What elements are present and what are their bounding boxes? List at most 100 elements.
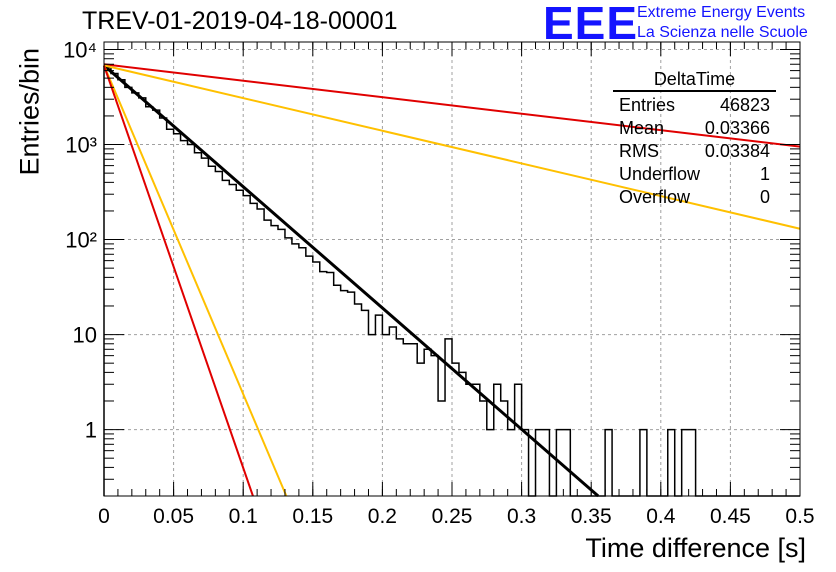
histogram-bin (522, 430, 529, 496)
x-tick-label: 0.35 (571, 505, 612, 528)
x-tick-label: 0.25 (432, 505, 473, 528)
stats-label: Underflow (619, 164, 701, 184)
histogram-bin (222, 180, 229, 496)
histogram-bin (424, 349, 431, 496)
histogram-bin (257, 209, 264, 496)
histogram-bin (215, 172, 222, 496)
logo-line-1: Extreme Energy Events (637, 4, 806, 21)
histogram-bin (194, 153, 201, 496)
histogram-bin (341, 291, 348, 496)
stats-value: 1 (759, 164, 770, 184)
histogram-bin (201, 158, 208, 496)
histogram-bin (118, 80, 125, 496)
histogram-bin (299, 248, 306, 496)
stats-row-rms: RMS 0.03384 (613, 140, 776, 163)
histogram-bin (466, 384, 473, 496)
histogram-bin (278, 229, 285, 496)
histogram-bin (459, 372, 466, 496)
histogram-bin (306, 256, 313, 496)
fit-curve (103, 63, 801, 148)
histogram-bin (382, 335, 389, 496)
histogram (103, 66, 800, 497)
x-tick-label: 0.1 (229, 505, 258, 528)
y-tick-label: 10⁴ (63, 38, 97, 63)
histogram-bin (153, 110, 160, 496)
stats-label: Entries (619, 95, 676, 115)
histogram-bin (605, 430, 612, 496)
histogram-bin (536, 430, 543, 496)
histogram-bin (243, 196, 250, 496)
x-axis-label: Time difference [s] (585, 533, 806, 563)
histogram-bin (668, 430, 675, 496)
histogram-bin (362, 310, 369, 496)
histogram-bin (188, 145, 195, 496)
histogram-bin (174, 134, 181, 496)
histogram-bin (348, 292, 355, 496)
x-tick-label: 0.5 (785, 505, 814, 528)
histogram-bin (167, 129, 174, 496)
histogram-bin (403, 344, 410, 496)
histogram-bin (410, 344, 417, 496)
histogram-bin (508, 430, 515, 496)
histogram-bin (125, 87, 132, 496)
x-tick-label: 0.45 (710, 505, 751, 528)
x-tick-label: 0.2 (368, 505, 397, 528)
stats-row-overflow: Overflow 0 (613, 186, 776, 209)
tick-labels: 0 0.05 0.1 0.15 0.2 0.25 0.3 0.35 0.4 0.45 0.51101… (63, 38, 815, 528)
x-tick-label: 0.3 (507, 505, 536, 528)
histogram-bin (431, 356, 438, 496)
histogram-bin (494, 384, 501, 496)
histogram-bin (640, 430, 647, 496)
x-tick-label: 0 (98, 505, 110, 528)
stats-box: DeltaTime Entries 46823 Mean 0.03366 RMS… (613, 68, 776, 209)
histogram-bin (111, 73, 118, 496)
histogram-bin (104, 67, 111, 496)
plot-title: TREV-01-2019-04-18-00001 (82, 7, 398, 35)
histogram-bin (389, 327, 396, 496)
x-tick-label: 0.05 (153, 505, 194, 528)
histogram-bin (334, 285, 341, 496)
stats-value: 46823 (719, 95, 770, 115)
histogram-bin (160, 118, 167, 496)
x-tick-label: 0.4 (646, 505, 676, 528)
stats-value: 0 (759, 187, 770, 207)
y-tick-label: 1 (85, 418, 97, 443)
histogram-bin (563, 430, 570, 496)
stats-row-entries: Entries 46823 (613, 94, 776, 117)
histogram-bin (285, 238, 292, 496)
eee-logo: EEE (543, 0, 639, 49)
stats-row-mean: Mean 0.03366 (613, 117, 776, 140)
histogram-bin (313, 262, 320, 496)
histogram-bin (320, 272, 327, 496)
histogram-bin (355, 304, 362, 496)
fit-curve (103, 65, 288, 497)
y-tick-label: 10² (65, 228, 97, 253)
y-tick-label: 10³ (65, 133, 97, 158)
histogram-bin (487, 430, 494, 496)
stats-label: RMS (619, 141, 659, 161)
stats-title: DeltaTime (613, 68, 776, 92)
histogram-bin (689, 430, 696, 496)
histogram-bin (327, 273, 334, 496)
histogram-bin (271, 226, 278, 496)
fit-curve (103, 65, 254, 497)
fit-curves (103, 63, 801, 498)
stats-row-underflow: Underflow 1 (613, 163, 776, 186)
histogram-bin (480, 401, 487, 496)
fit-curve (103, 64, 600, 498)
stats-label: Mean (619, 118, 665, 138)
histogram-bin (473, 384, 480, 496)
histogram-bin (250, 203, 257, 496)
axis-ticks (103, 42, 801, 497)
histogram-bin (515, 384, 522, 496)
histogram-bin (368, 335, 375, 496)
fit-curve (103, 64, 801, 230)
histogram-bin (229, 184, 236, 496)
histogram-bin (375, 315, 382, 496)
histogram-bin (208, 166, 215, 496)
histogram-outline (103, 66, 800, 497)
histogram-bin (292, 244, 299, 496)
logo-line-2: La Scienza nelle Scuole (637, 24, 808, 41)
stats-value: 0.03366 (704, 118, 770, 138)
